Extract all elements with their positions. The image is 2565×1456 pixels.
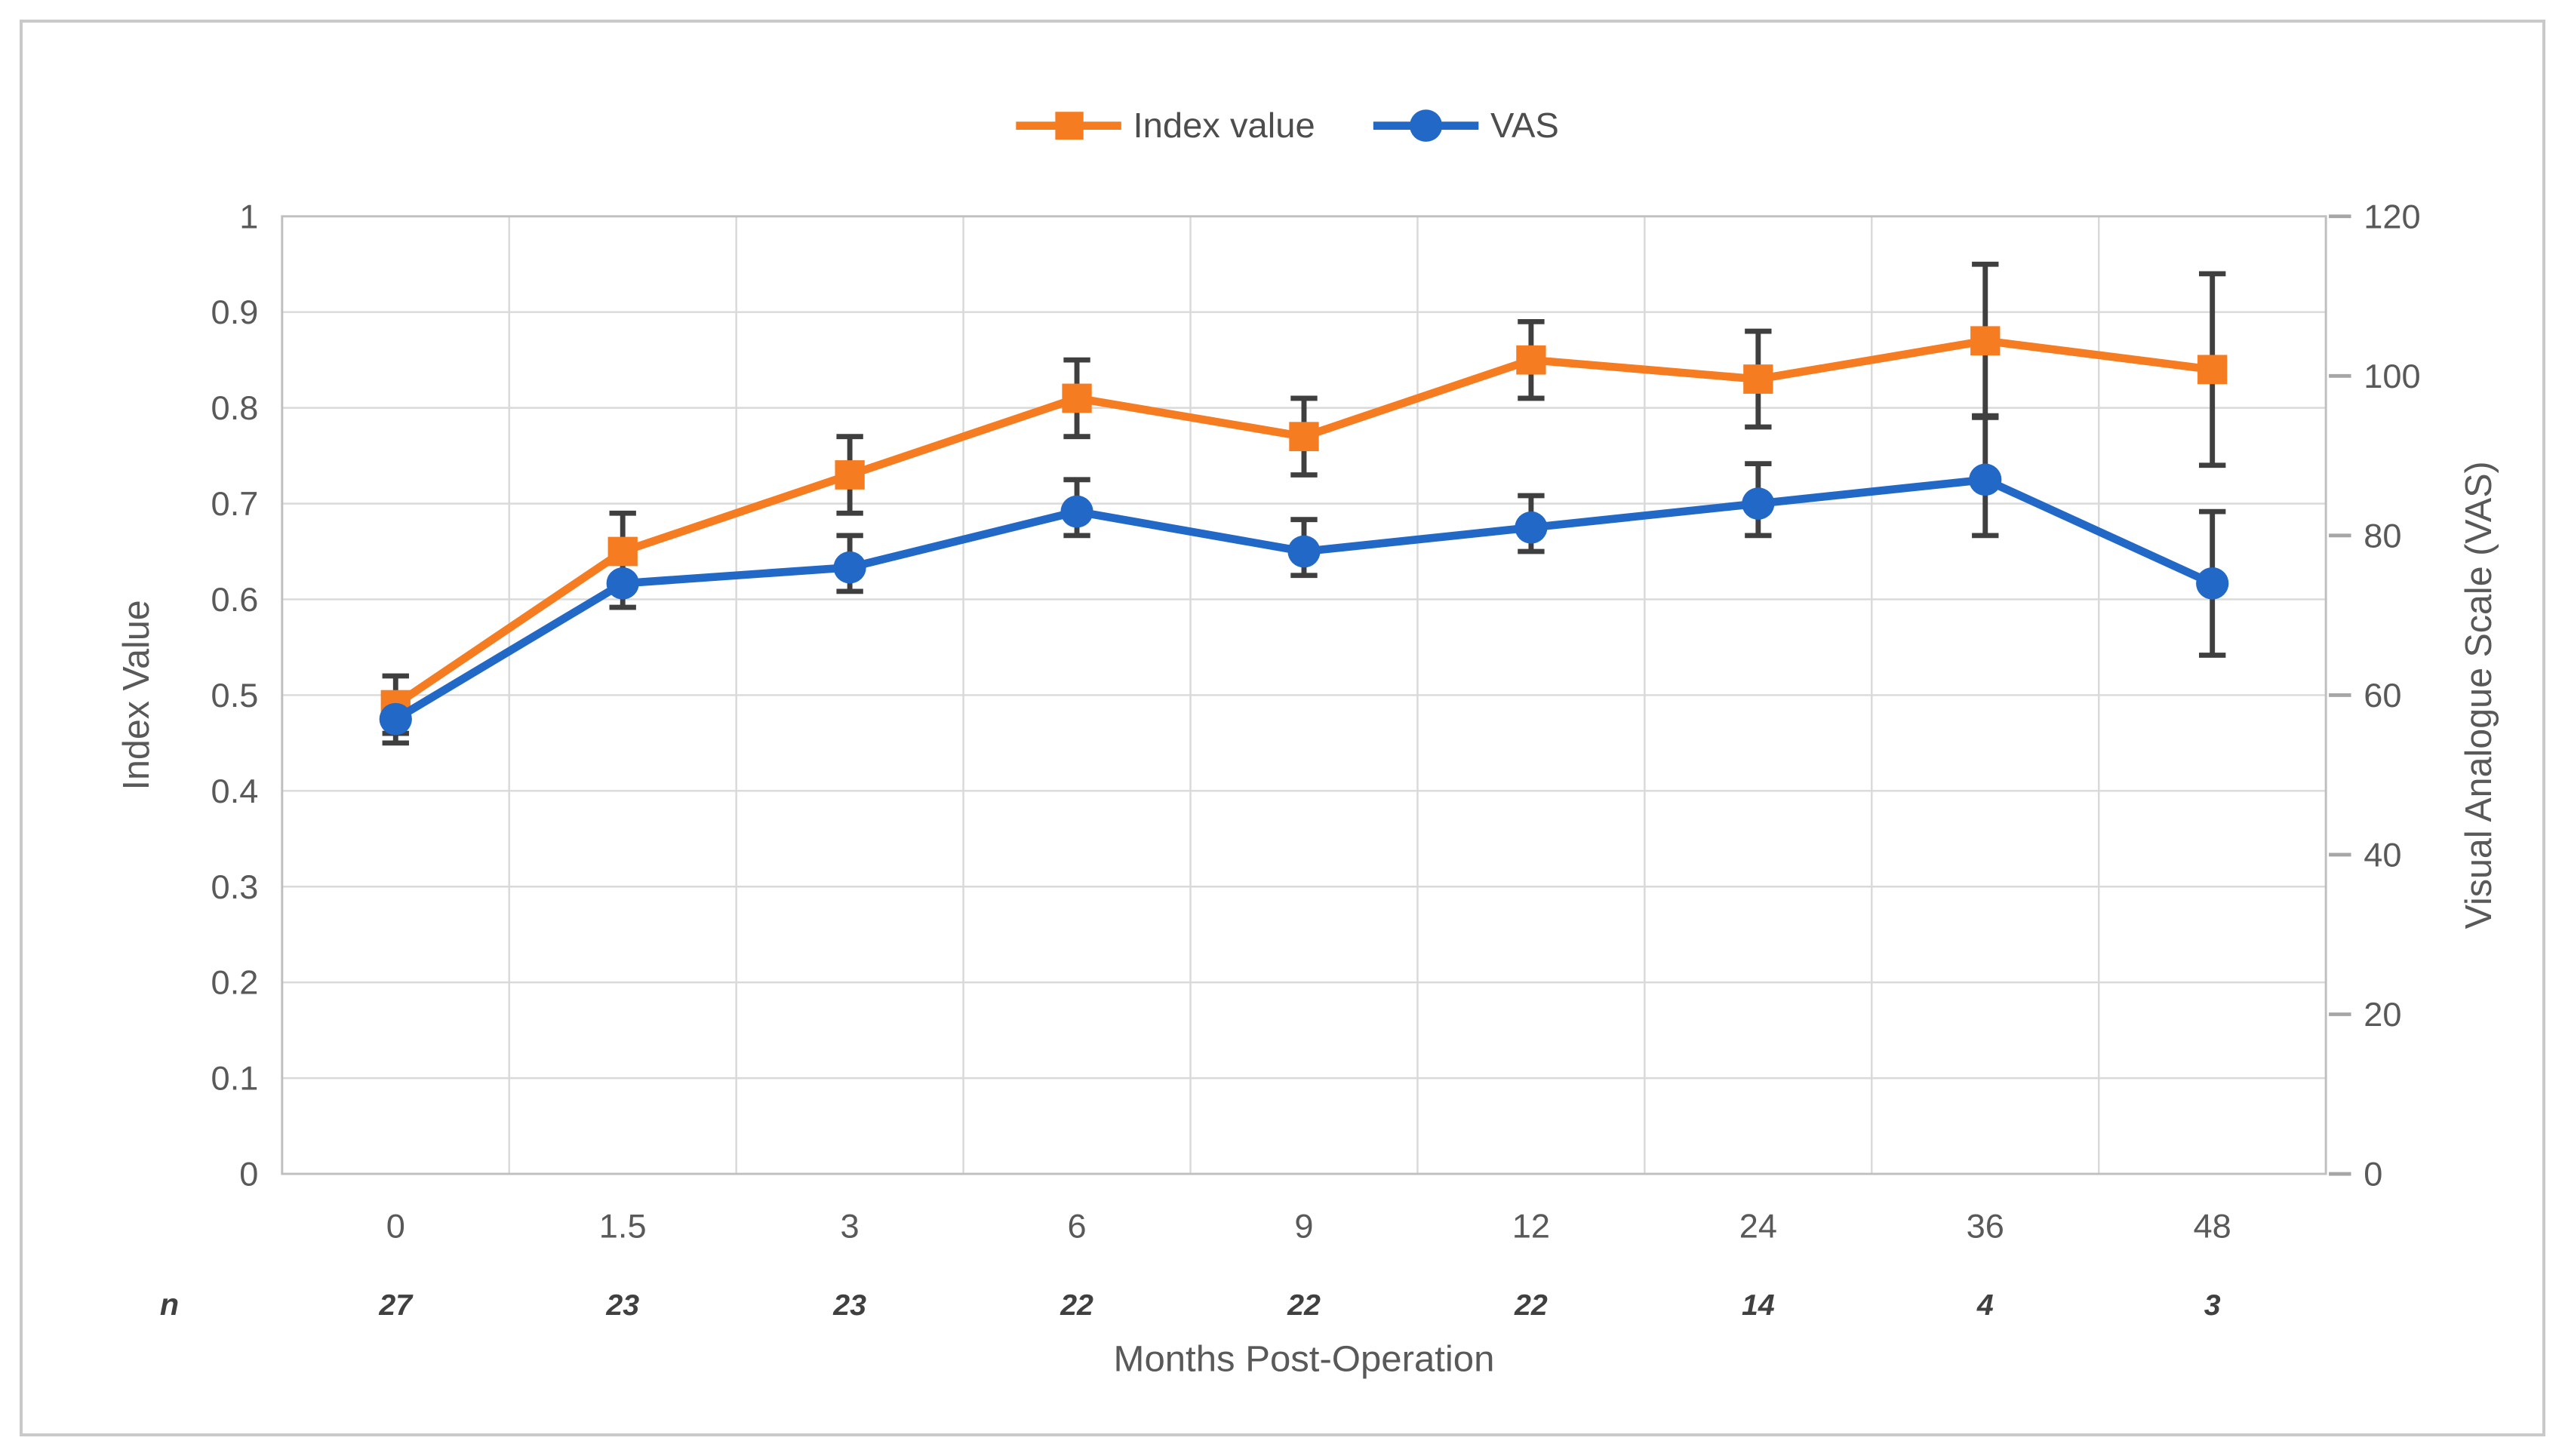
marker-vas-8 [2196,567,2229,600]
marker-vas-3 [1060,495,1093,528]
marker-index-value-7 [1970,326,2001,356]
series-markers-index-value [380,326,2228,720]
marker-vas-5 [1515,511,1548,544]
marker-vas-6 [1742,487,1775,520]
left-axis-title: Index Value [116,600,157,790]
x-tick-label: 36 [1967,1207,2004,1246]
x-tick-label: 6 [1067,1207,1086,1246]
right-tick-label: 20 [2364,995,2401,1034]
left-tick-label: 0.5 [211,676,259,714]
marker-vas-2 [833,551,866,584]
x-tick-label: 1.5 [599,1207,647,1246]
gridlines [281,215,2327,1175]
x-axis-title: Months Post-Operation [1114,1339,1495,1380]
figure-frame: 1 0.9 0.8 0.7 0.6 0.5 0.4 0.3 0.2 0.1 0 120 100 80 60 4… [20,20,2545,1436]
n-row-value: 23 [605,1289,639,1322]
x-tick-label: 9 [1294,1207,1313,1246]
marker-vas-1 [606,567,639,600]
left-tick-label: 0.4 [211,772,259,810]
left-tick-label: 0.9 [211,293,259,331]
n-row-label: n [160,1287,179,1322]
n-row-value: 22 [1514,1289,1548,1322]
marker-index-value-5 [1516,345,1546,375]
n-row-value: 14 [1742,1289,1775,1322]
x-tick-label: 48 [2194,1207,2231,1246]
left-tick-label: 0.2 [211,963,259,1002]
right-tick-label: 80 [2364,517,2401,555]
left-tick-label: 0.6 [211,580,259,619]
n-row-value: 27 [378,1289,414,1322]
legend-square-icon [1055,112,1084,140]
chart-svg: 10.90.80.70.60.50.40.30.20.1012010080604… [116,106,2500,1380]
n-row-value: 4 [1976,1289,1994,1322]
n-row-value: 3 [2204,1289,2221,1322]
n-row-value: 23 [832,1289,866,1322]
legend: Index value VAS [1016,106,1559,145]
marker-index-value-2 [835,460,865,490]
right-tick-label: 100 [2364,357,2420,395]
x-tick-label: 24 [1739,1207,1777,1246]
x-tick-label: 0 [386,1207,405,1246]
marker-index-value-6 [1743,364,1773,394]
line-chart: 1 0.9 0.8 0.7 0.6 0.5 0.4 0.3 0.2 0.1 0 120 100 80 60 4… [23,23,2542,1433]
n-row-value: 22 [1287,1289,1321,1322]
right-tick-label: 40 [2364,836,2401,874]
right-axis-ticks [2329,214,2351,1176]
legend-label-vas: VAS [1490,106,1559,145]
right-axis-title: Visual Analogue Scale (VAS) [2459,461,2499,929]
right-tick-label: 120 [2364,198,2420,236]
left-tick-label: 1 [239,198,258,236]
left-tick-label: 0.8 [211,389,259,427]
n-row-value: 22 [1060,1289,1093,1322]
marker-index-value-4 [1289,422,1319,452]
plot-border [281,215,2327,1175]
marker-index-value-3 [1062,383,1092,413]
marker-vas-7 [1969,463,2002,496]
left-tick-label: 0.3 [211,868,259,906]
legend-label-index-value: Index value [1133,106,1315,145]
legend-circle-icon [1409,109,1443,142]
left-tick-label: 0 [239,1155,258,1193]
right-tick-label: 60 [2364,676,2401,714]
marker-index-value-8 [2197,355,2228,385]
x-tick-label: 3 [841,1207,860,1246]
marker-index-value-1 [607,536,638,567]
marker-vas-0 [379,702,412,736]
marker-vas-4 [1287,535,1321,568]
left-tick-label: 0.7 [211,484,259,523]
legend-item-vas: VAS [1373,106,1559,145]
left-tick-label: 0.1 [211,1059,259,1098]
series-markers-vas [379,463,2229,736]
right-tick-label: 0 [2364,1155,2382,1193]
legend-item-index-value: Index value [1016,106,1315,145]
x-tick-label: 12 [1512,1207,1550,1246]
